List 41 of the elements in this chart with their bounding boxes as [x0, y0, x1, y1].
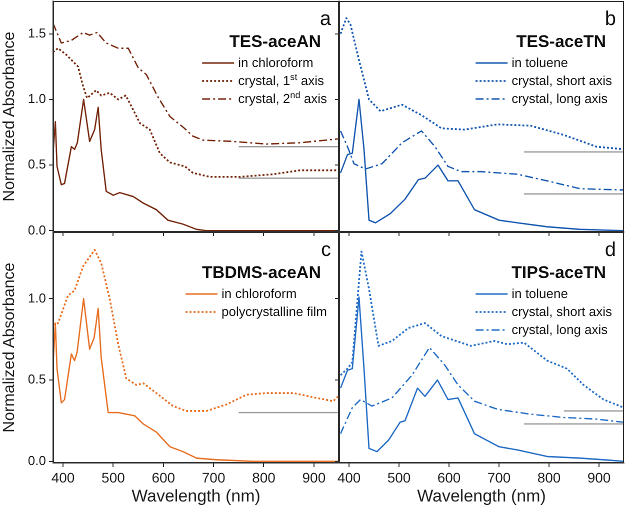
y-axis-title: Normalized Absorbance	[1, 262, 18, 432]
x-tick-label: 900	[302, 469, 326, 486]
x-tick-label: 700	[487, 469, 511, 486]
y-tick-label: 1.0	[28, 290, 46, 306]
text: TES-aceAN	[229, 32, 321, 51]
x-axis-title: Wavelength (nm)	[417, 486, 546, 506]
x-tick-label: 400	[51, 469, 75, 486]
x-tick-label: 600	[437, 469, 461, 486]
legend-label: in toluene	[512, 55, 568, 70]
y-tick-label: 0.5	[28, 372, 46, 387]
x-axis-title: Wavelength (nm)	[132, 486, 260, 506]
legend-label: crystal, long axis	[512, 91, 608, 106]
y-tick-label: 0.5	[28, 156, 46, 172]
annotation: c	[321, 239, 331, 261]
annotation: a	[320, 8, 332, 30]
legend-label: crystal, long axis	[512, 322, 608, 337]
text: TES-aceTN	[516, 32, 606, 51]
line-series	[53, 47, 339, 178]
x-tick-label: 700	[202, 469, 226, 486]
x-tick-label: 900	[587, 469, 611, 486]
legend-label: in chloroform	[222, 286, 297, 301]
x-tick-label: 500	[102, 469, 126, 486]
legend-label: crystal, short axis	[512, 73, 612, 88]
y-tick-label: 1.5	[28, 25, 46, 40]
x-tick-label: 600	[152, 469, 176, 486]
x-tick-label: 500	[387, 469, 411, 486]
annotation: b	[604, 8, 616, 30]
annotation: d	[604, 239, 616, 261]
legend-label: in toluene	[512, 286, 568, 301]
y-tick-label: 1.0	[28, 91, 46, 106]
text: TIPS-aceTN	[512, 263, 606, 282]
legend-label: polycrystalline film	[222, 304, 328, 319]
text: TBDMS-aceAN	[202, 263, 321, 282]
y-axis-title: Normalized Absorbance	[1, 31, 18, 202]
x-tick-label: 800	[252, 469, 276, 486]
y-tick-label: 0.0	[28, 222, 46, 238]
y-tick-label: 0.0	[28, 452, 46, 468]
legend-label: crystal, short axis	[512, 304, 612, 319]
x-tick-label: 400	[337, 469, 361, 486]
x-tick-label: 800	[537, 469, 561, 486]
legend-label: in chloroform	[238, 55, 314, 70]
